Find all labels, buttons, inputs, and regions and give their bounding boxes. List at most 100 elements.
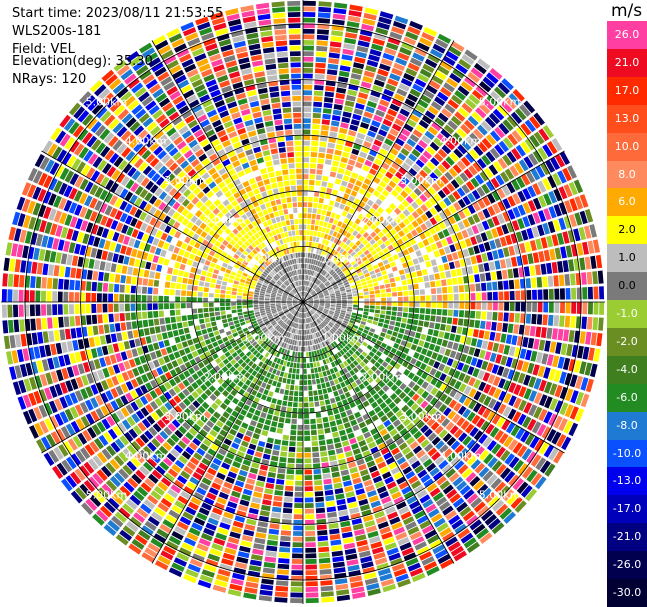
- velocity-gate: [481, 292, 487, 301]
- velocity-gate: [355, 51, 367, 59]
- velocity-gate: [365, 135, 374, 143]
- velocity-gate: [589, 224, 597, 238]
- velocity-gate: [358, 92, 369, 100]
- velocity-gate: [149, 271, 155, 279]
- velocity-gate: [429, 539, 443, 550]
- velocity-gate: [144, 478, 156, 489]
- velocity-gate: [497, 248, 505, 259]
- velocity-gate: [250, 330, 257, 335]
- velocity-gate: [318, 294, 324, 297]
- velocity-gate: [380, 254, 387, 261]
- velocity-gate: [359, 324, 365, 329]
- velocity-gate: [458, 464, 469, 475]
- velocity-gate: [123, 360, 131, 370]
- velocity-gate: [599, 302, 605, 315]
- velocity-gate: [273, 323, 279, 328]
- velocity-gate: [540, 263, 547, 275]
- velocity-gate: [303, 297, 305, 302]
- velocity-gate: [187, 339, 194, 346]
- velocity-gate: [344, 318, 350, 322]
- velocity-gate: [532, 364, 540, 376]
- velocity-gate: [239, 333, 245, 338]
- velocity-gate: [483, 453, 494, 465]
- velocity-gate: [378, 373, 386, 380]
- velocity-gate: [85, 498, 98, 511]
- velocity-gate: [77, 432, 88, 445]
- velocity-gate: [79, 465, 90, 478]
- velocity-gate: [27, 246, 35, 260]
- velocity-gate: [329, 171, 337, 178]
- velocity-gate: [274, 314, 279, 319]
- velocity-gate: [339, 349, 345, 356]
- velocity-gate: [471, 414, 481, 425]
- velocity-gate: [236, 348, 243, 355]
- velocity-gate: [415, 124, 426, 134]
- velocity-gate: [353, 302, 359, 305]
- velocity-gate: [204, 317, 210, 323]
- velocity-gate: [290, 308, 295, 312]
- velocity-gate: [266, 539, 278, 546]
- velocity-gate: [530, 350, 538, 362]
- velocity-gate: [182, 321, 189, 328]
- velocity-gate: [435, 390, 443, 399]
- velocity-gate: [257, 475, 266, 482]
- velocity-gate: [391, 521, 403, 531]
- velocity-gate: [173, 395, 182, 404]
- velocity-gate: [269, 326, 274, 332]
- velocity-gate: [236, 302, 242, 306]
- velocity-gate: [96, 293, 102, 302]
- velocity-gate: [323, 310, 329, 313]
- velocity-gate: [535, 165, 546, 178]
- velocity-gate: [298, 318, 301, 324]
- velocity-gate: [213, 389, 221, 397]
- velocity-gate: [539, 394, 548, 407]
- velocity-gate: [75, 315, 81, 326]
- velocity-gate: [75, 487, 87, 500]
- velocity-gate: [281, 348, 285, 354]
- velocity-gate: [80, 388, 89, 400]
- velocity-gate: [314, 85, 324, 91]
- velocity-gate: [276, 428, 283, 434]
- velocity-gate: [479, 532, 493, 544]
- velocity-gate: [195, 467, 206, 476]
- velocity-gate: [471, 225, 480, 235]
- velocity-gate: [318, 434, 325, 441]
- velocity-gate: [364, 259, 370, 266]
- velocity-gate: [304, 318, 307, 324]
- velocity-gate: [59, 265, 66, 277]
- velocity-gate: [270, 305, 276, 308]
- velocity-gate: [397, 578, 411, 588]
- velocity-gate: [420, 302, 426, 308]
- velocity-gate: [336, 261, 342, 267]
- velocity-gate: [463, 385, 472, 396]
- velocity-gate: [130, 294, 136, 302]
- velocity-gate: [350, 260, 357, 266]
- velocity-gate: [342, 322, 348, 327]
- velocity-gate: [8, 320, 14, 333]
- velocity-gate: [291, 328, 295, 334]
- velocity-gate: [223, 323, 229, 328]
- velocity-gate: [433, 250, 441, 258]
- velocity-gate: [340, 435, 348, 442]
- velocity-gate: [414, 104, 426, 114]
- velocity-gate: [344, 261, 350, 267]
- velocity-gate: [346, 135, 355, 142]
- velocity-gate: [297, 318, 300, 324]
- velocity-gate: [364, 272, 370, 278]
- velocity-gate: [249, 559, 262, 567]
- velocity-gate: [476, 417, 486, 428]
- velocity-gate: [372, 278, 378, 283]
- velocity-gate: [456, 326, 463, 335]
- velocity-gate: [454, 334, 461, 343]
- velocity-gate: [187, 563, 201, 573]
- velocity-gate: [461, 267, 468, 276]
- velocity-gate: [262, 453, 271, 460]
- velocity-gate: [125, 275, 132, 284]
- velocity-gate: [548, 302, 554, 313]
- velocity-gate: [315, 312, 320, 317]
- velocity-gate: [292, 299, 298, 301]
- velocity-gate: [412, 129, 423, 138]
- velocity-gate: [497, 312, 504, 322]
- velocity-gate: [303, 191, 308, 196]
- velocity-gate: [417, 241, 425, 249]
